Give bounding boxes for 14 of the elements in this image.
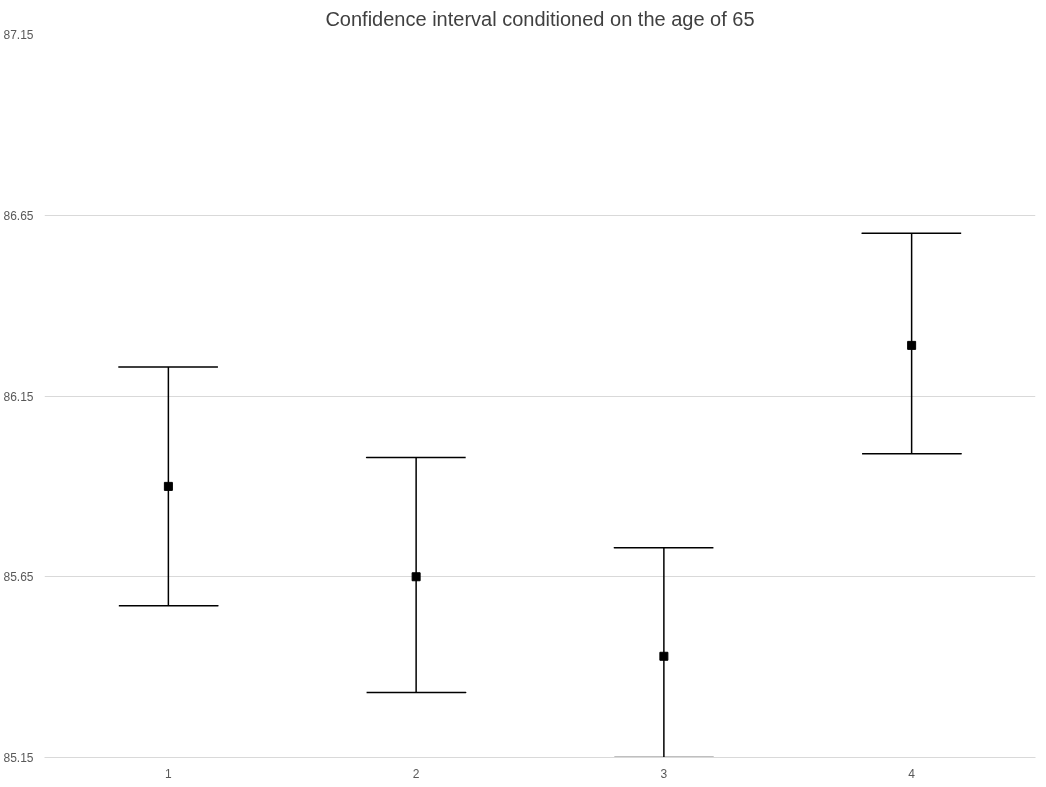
x-tick-label: 1 — [165, 766, 173, 781]
point — [659, 651, 669, 661]
chart-title: Confidence interval conditioned on the age of 65 — [325, 7, 755, 30]
y-tick-label: 85.15 — [3, 751, 34, 765]
y-tick-label: 86.65 — [3, 208, 34, 223]
point — [411, 572, 421, 582]
x-tick-label: 4 — [908, 766, 916, 781]
x-tick-label: 2 — [412, 766, 420, 781]
y-tick-label: 87.15 — [3, 28, 34, 42]
y-tick-label: 86.15 — [3, 389, 34, 404]
point — [163, 481, 173, 491]
y-tick-label: 85.65 — [3, 570, 34, 585]
x-tick-label: 3 — [660, 766, 668, 781]
point — [907, 340, 917, 350]
